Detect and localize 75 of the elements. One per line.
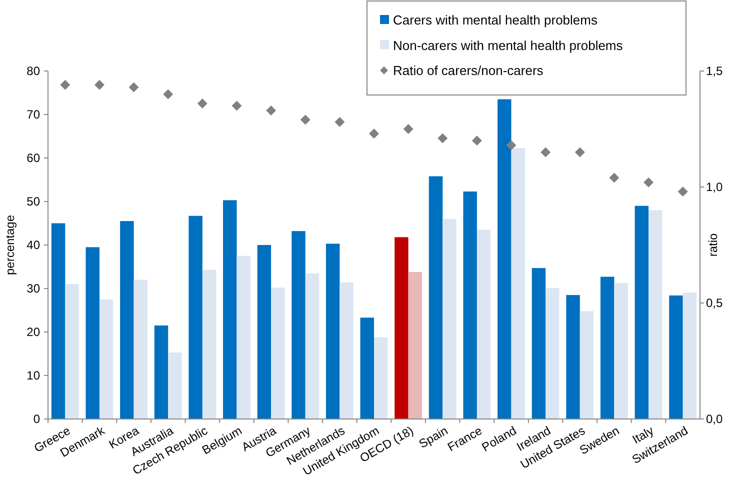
bar: [202, 270, 216, 419]
y2-tick-label: 0,5: [706, 296, 724, 310]
bar: [428, 176, 443, 419]
bar: [463, 191, 477, 419]
bar: [682, 292, 697, 419]
y-tick-label: 70: [26, 108, 40, 122]
point: [334, 117, 345, 128]
y-tick-label: 50: [26, 194, 40, 209]
point: [506, 140, 516, 150]
bar: [134, 280, 148, 419]
bar: [271, 288, 285, 419]
y-tick-label: 30: [26, 282, 40, 296]
y-tick-label: 80: [26, 64, 40, 78]
y-tick-label: 60: [26, 151, 40, 166]
bar: [340, 282, 354, 419]
y2-tick-label: 1,5: [706, 64, 724, 78]
bar: [120, 221, 134, 419]
point: [163, 89, 174, 100]
bar: [498, 99, 512, 419]
bar: [86, 247, 100, 419]
bar: [292, 231, 306, 419]
legend-label: Ratio of carers/non-carers: [393, 62, 544, 78]
bar: [236, 256, 250, 419]
bar: [648, 210, 662, 419]
point: [369, 128, 379, 139]
y-tick-label: 40: [26, 238, 40, 252]
legend-label: Non-carers with mental health problems: [393, 38, 624, 53]
point: [403, 124, 414, 134]
bar: [580, 311, 594, 419]
y-tick-label: 0: [33, 412, 40, 426]
bar: [168, 352, 182, 419]
bar: [257, 245, 272, 419]
bar: [511, 148, 525, 419]
bar: [326, 244, 340, 419]
y-tick-label: 10: [26, 368, 40, 383]
bar: [476, 230, 491, 419]
bar: [546, 288, 560, 419]
bar: [532, 268, 546, 419]
bar: [408, 272, 422, 419]
point: [574, 147, 585, 158]
bar: [374, 337, 388, 419]
point: [609, 172, 620, 183]
bar: [669, 295, 683, 419]
point: [128, 82, 139, 92]
bar: [600, 276, 614, 419]
point: [540, 147, 551, 158]
bar: [99, 299, 114, 419]
bar: [566, 295, 580, 419]
y2-tick-label: 1,0: [706, 180, 724, 194]
point: [266, 105, 276, 116]
legend-label: Carers with mental health problems: [393, 12, 598, 28]
bar: [305, 273, 320, 419]
point: [678, 186, 688, 197]
bar: [154, 325, 168, 419]
y-tick-label: 20: [26, 325, 40, 340]
bar: [614, 282, 628, 419]
point: [300, 114, 310, 125]
point: [644, 177, 654, 188]
bar: [223, 200, 237, 419]
bar: [442, 218, 456, 419]
point: [438, 133, 448, 144]
y-axis-title: percentage: [3, 214, 17, 276]
point: [60, 80, 70, 90]
bar: [360, 318, 374, 419]
point: [232, 100, 242, 111]
point: [472, 136, 482, 146]
bar: [51, 223, 66, 419]
y2-axis-title: ratio: [706, 233, 720, 257]
bar: [634, 206, 649, 419]
bar: [188, 216, 202, 419]
point: [197, 98, 208, 108]
bar: [394, 237, 408, 419]
y2-tick-label: 0,0: [706, 412, 724, 426]
bar: [65, 284, 79, 419]
point: [94, 80, 104, 90]
